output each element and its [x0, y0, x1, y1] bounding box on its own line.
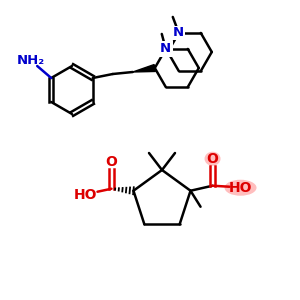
Text: N: N — [160, 42, 171, 56]
Text: HO: HO — [229, 181, 252, 195]
Text: HO: HO — [74, 188, 97, 202]
Text: NH₂: NH₂ — [17, 53, 45, 67]
Ellipse shape — [224, 180, 256, 196]
Polygon shape — [133, 64, 155, 72]
Ellipse shape — [205, 152, 220, 166]
Text: O: O — [207, 152, 218, 166]
Text: O: O — [106, 155, 117, 169]
Text: N: N — [173, 26, 184, 39]
